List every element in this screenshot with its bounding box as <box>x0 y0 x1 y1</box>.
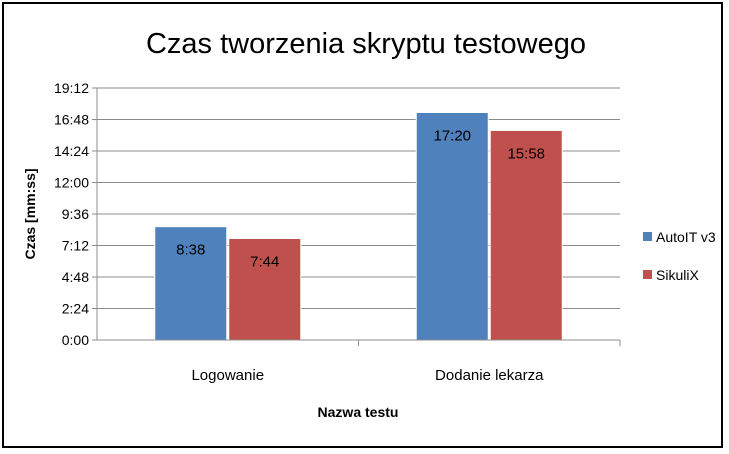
legend-swatch <box>643 270 652 279</box>
y-tick-label: 0:00 <box>62 332 89 348</box>
bar-1-1 <box>489 129 563 341</box>
y-tick-label: 19:12 <box>54 80 89 96</box>
chart-frame <box>2 2 723 448</box>
legend-label: AutoIT v3 <box>656 229 716 245</box>
y-axis-title: Czas [mm:ss] <box>22 168 38 259</box>
legend: AutoIT v3 SikuliX <box>643 229 716 283</box>
y-axis-ticks: 0:00 2:24 4:48 7:12 9:36 12:00 14:24 16:48 19:12 <box>54 80 97 348</box>
legend-label: SikuliX <box>656 267 699 283</box>
x-axis-categories: Logowanie Dodanie lekarza <box>191 340 621 384</box>
data-label: 8:38 <box>176 242 205 259</box>
data-label: 17:20 <box>433 128 471 145</box>
data-label: 15:58 <box>507 145 545 162</box>
y-tick-label: 7:12 <box>62 238 89 254</box>
bar-0-1 <box>415 112 489 341</box>
data-labels: 8:38 7:44 17:20 15:58 <box>176 128 545 271</box>
data-label: 7:44 <box>250 254 279 271</box>
bars <box>154 112 563 341</box>
bar-1-0 <box>228 238 302 341</box>
x-axis-title: Nazwa testu <box>318 404 399 420</box>
y-tick-label: 2:24 <box>62 301 89 317</box>
legend-swatch <box>643 232 652 241</box>
x-category-label: Logowanie <box>191 367 264 384</box>
y-tick-label: 12:00 <box>54 175 89 191</box>
y-tick-label: 4:48 <box>62 269 89 285</box>
y-tick-label: 16:48 <box>54 112 89 128</box>
chart-title: Czas tworzenia skryptu testowego <box>146 28 586 60</box>
y-tick-label: 9:36 <box>62 206 89 222</box>
bar-0-0 <box>154 226 228 341</box>
x-category-label: Dodanie lekarza <box>435 367 544 384</box>
y-tick-label: 14:24 <box>54 143 89 159</box>
